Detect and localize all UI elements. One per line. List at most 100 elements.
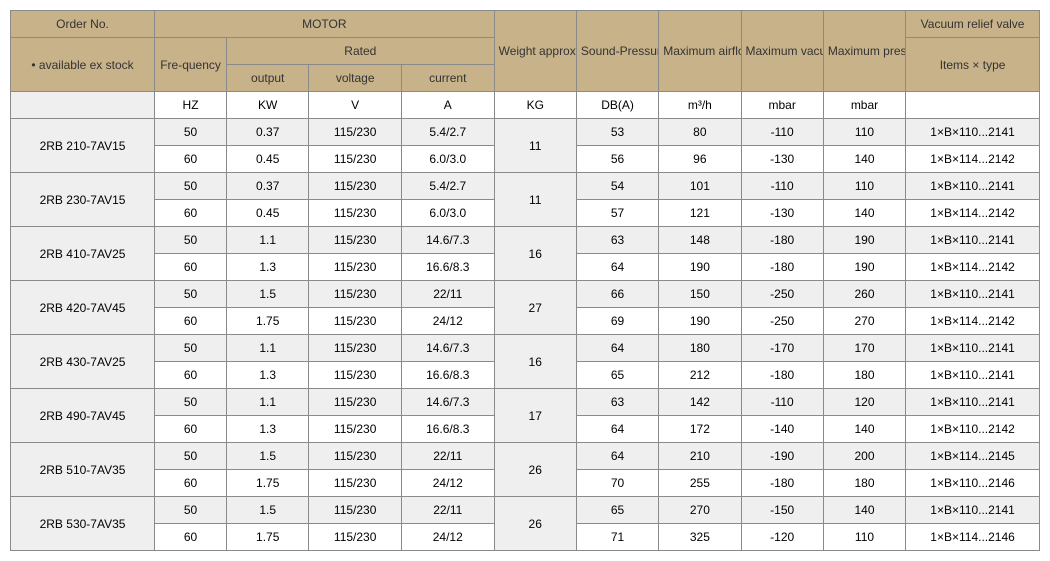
header-valve: Vacuum relief valve [906, 11, 1040, 38]
data-cell: 60 [155, 146, 227, 173]
table-row: 2RB 420-7AV45501.5115/23022/112766150-25… [11, 281, 1040, 308]
data-cell: 121 [659, 200, 741, 227]
data-cell: 1.5 [227, 497, 309, 524]
data-cell: 1×B×114...2142 [906, 146, 1040, 173]
data-cell: 120 [823, 389, 905, 416]
data-cell: 65 [576, 497, 658, 524]
unit-valve [906, 92, 1040, 119]
data-cell: -140 [741, 416, 823, 443]
data-cell: 53 [576, 119, 658, 146]
data-cell: 115/230 [309, 335, 402, 362]
data-cell: 1×B×110...2141 [906, 173, 1040, 200]
data-cell: 60 [155, 470, 227, 497]
data-cell: 115/230 [309, 308, 402, 335]
data-cell: 16.6/8.3 [401, 254, 494, 281]
data-cell: 57 [576, 200, 658, 227]
header-airflow: Maximum airflow [659, 11, 741, 92]
weight-cell: 11 [494, 173, 576, 227]
data-cell: 14.6/7.3 [401, 227, 494, 254]
data-cell: 14.6/7.3 [401, 389, 494, 416]
data-cell: 60 [155, 308, 227, 335]
data-cell: 50 [155, 443, 227, 470]
data-cell: 0.37 [227, 119, 309, 146]
data-cell: 1×B×110...2141 [906, 227, 1040, 254]
data-cell: 115/230 [309, 470, 402, 497]
data-cell: 1.5 [227, 281, 309, 308]
data-cell: 24/12 [401, 470, 494, 497]
header-current: current [401, 65, 494, 92]
header-weight: Weight approx [494, 11, 576, 92]
data-cell: 1.75 [227, 470, 309, 497]
data-cell: 1×B×114...2142 [906, 200, 1040, 227]
data-cell: -120 [741, 524, 823, 551]
data-cell: 63 [576, 227, 658, 254]
table-row: 2RB 430-7AV25501.1115/23014.6/7.31664180… [11, 335, 1040, 362]
data-cell: 71 [576, 524, 658, 551]
data-cell: 50 [155, 119, 227, 146]
data-cell: 115/230 [309, 416, 402, 443]
data-cell: 255 [659, 470, 741, 497]
header-rated: Rated [227, 38, 495, 65]
data-cell: 115/230 [309, 227, 402, 254]
data-cell: 60 [155, 254, 227, 281]
data-cell: 1.75 [227, 308, 309, 335]
data-cell: 1×B×110...2141 [906, 335, 1040, 362]
order-no-cell: 2RB 510-7AV35 [11, 443, 155, 497]
data-cell: 270 [659, 497, 741, 524]
data-cell: 50 [155, 173, 227, 200]
data-cell: 56 [576, 146, 658, 173]
data-cell: 50 [155, 281, 227, 308]
data-cell: 1×B×114...2142 [906, 308, 1040, 335]
header-frequency: Fre-quency [155, 38, 227, 92]
order-no-cell: 2RB 420-7AV45 [11, 281, 155, 335]
data-cell: -130 [741, 146, 823, 173]
data-cell: 170 [823, 335, 905, 362]
data-cell: 22/11 [401, 497, 494, 524]
data-cell: 5.4/2.7 [401, 173, 494, 200]
data-cell: 212 [659, 362, 741, 389]
data-cell: 1×B×114...2142 [906, 254, 1040, 281]
data-cell: 115/230 [309, 200, 402, 227]
data-cell: 200 [823, 443, 905, 470]
data-cell: 270 [823, 308, 905, 335]
weight-cell: 16 [494, 335, 576, 389]
table-row: 2RB 410-7AV25501.1115/23014.6/7.31663148… [11, 227, 1040, 254]
header-order-no: Order No. [11, 11, 155, 38]
data-cell: 190 [823, 227, 905, 254]
data-cell: 101 [659, 173, 741, 200]
header-voltage: voltage [309, 65, 402, 92]
data-cell: 66 [576, 281, 658, 308]
data-cell: 1×B×110...2141 [906, 497, 1040, 524]
table-row: 2RB 230-7AV15500.37115/2305.4/2.71154101… [11, 173, 1040, 200]
data-cell: 1.75 [227, 524, 309, 551]
data-cell: 64 [576, 443, 658, 470]
data-cell: 115/230 [309, 362, 402, 389]
data-cell: 190 [659, 308, 741, 335]
order-no-cell: 2RB 430-7AV25 [11, 335, 155, 389]
data-cell: 14.6/7.3 [401, 335, 494, 362]
data-cell: 115/230 [309, 173, 402, 200]
data-cell: -170 [741, 335, 823, 362]
data-cell: -250 [741, 308, 823, 335]
header-items-type: Items × type [906, 38, 1040, 92]
header-output: output [227, 65, 309, 92]
order-no-cell: 2RB 410-7AV25 [11, 227, 155, 281]
data-cell: 16.6/8.3 [401, 416, 494, 443]
header-motor: MOTOR [155, 11, 495, 38]
unit-frequency: HZ [155, 92, 227, 119]
data-cell: 60 [155, 200, 227, 227]
data-cell: 24/12 [401, 308, 494, 335]
table-row: 2RB 210-7AV15500.37115/2305.4/2.7115380-… [11, 119, 1040, 146]
data-cell: 140 [823, 200, 905, 227]
data-cell: 64 [576, 335, 658, 362]
data-cell: 140 [823, 146, 905, 173]
data-cell: 1×B×114...2145 [906, 443, 1040, 470]
specs-table: Order No. MOTOR Weight approx Sound-Pres… [10, 10, 1040, 551]
data-cell: 70 [576, 470, 658, 497]
order-no-cell: 2RB 230-7AV15 [11, 173, 155, 227]
data-cell: -180 [741, 362, 823, 389]
data-cell: 115/230 [309, 524, 402, 551]
units-blank [11, 92, 155, 119]
data-cell: 6.0/3.0 [401, 200, 494, 227]
data-cell: 115/230 [309, 497, 402, 524]
